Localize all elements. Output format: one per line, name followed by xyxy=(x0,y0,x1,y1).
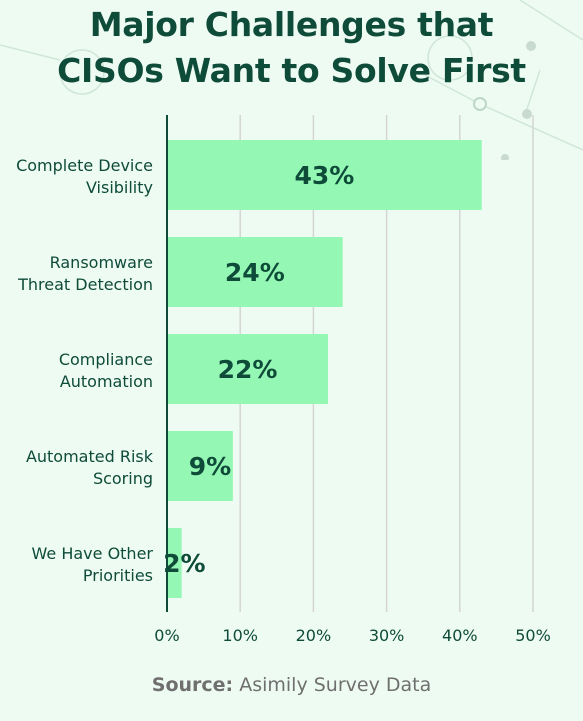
source-text: Asimily Survey Data xyxy=(239,674,432,696)
x-tick-label: 40% xyxy=(442,626,478,645)
bar-value-label: 22% xyxy=(218,355,278,384)
category-label: Complete Device xyxy=(16,156,153,175)
category-label: Threat Detection xyxy=(17,275,153,294)
category-label: Scoring xyxy=(93,469,153,488)
chart-title: Major Challenges that CISOs Want to Solv… xyxy=(0,2,583,94)
decorative-network-graphic xyxy=(0,0,583,160)
bar xyxy=(167,528,182,598)
bar-chart: 43% Complete Device Visibility 24% Ransomwar… xyxy=(16,115,551,645)
category-label: Visibility xyxy=(86,178,153,197)
bar-value-label: 2% xyxy=(163,549,205,578)
bar xyxy=(167,237,343,307)
x-tick-label: 0% xyxy=(154,626,179,645)
category-label: Ransomware xyxy=(50,253,153,272)
chart-title-line-1: Major Challenges that xyxy=(89,5,494,44)
bar-value-label: 43% xyxy=(294,161,354,190)
chart-title-line-2: CISOs Want to Solve First xyxy=(57,51,526,90)
category-label: Automation xyxy=(60,372,153,391)
x-tick-label: 20% xyxy=(296,626,332,645)
x-tick-label: 10% xyxy=(222,626,258,645)
source-label: Source: xyxy=(151,674,234,696)
bar-value-label: 24% xyxy=(225,258,285,287)
bar xyxy=(167,334,329,404)
category-label: Priorities xyxy=(83,566,153,585)
x-tick-label: 30% xyxy=(369,626,405,645)
bar xyxy=(167,140,482,210)
category-label: We Have Other xyxy=(32,544,154,563)
category-label: Automated Risk xyxy=(26,447,154,466)
bar xyxy=(167,431,233,501)
category-label: Compliance xyxy=(59,350,153,369)
source-caption: Source: Asimily Survey Data xyxy=(0,674,583,696)
x-tick-label: 50% xyxy=(515,626,551,645)
bar-value-label: 9% xyxy=(189,452,231,481)
